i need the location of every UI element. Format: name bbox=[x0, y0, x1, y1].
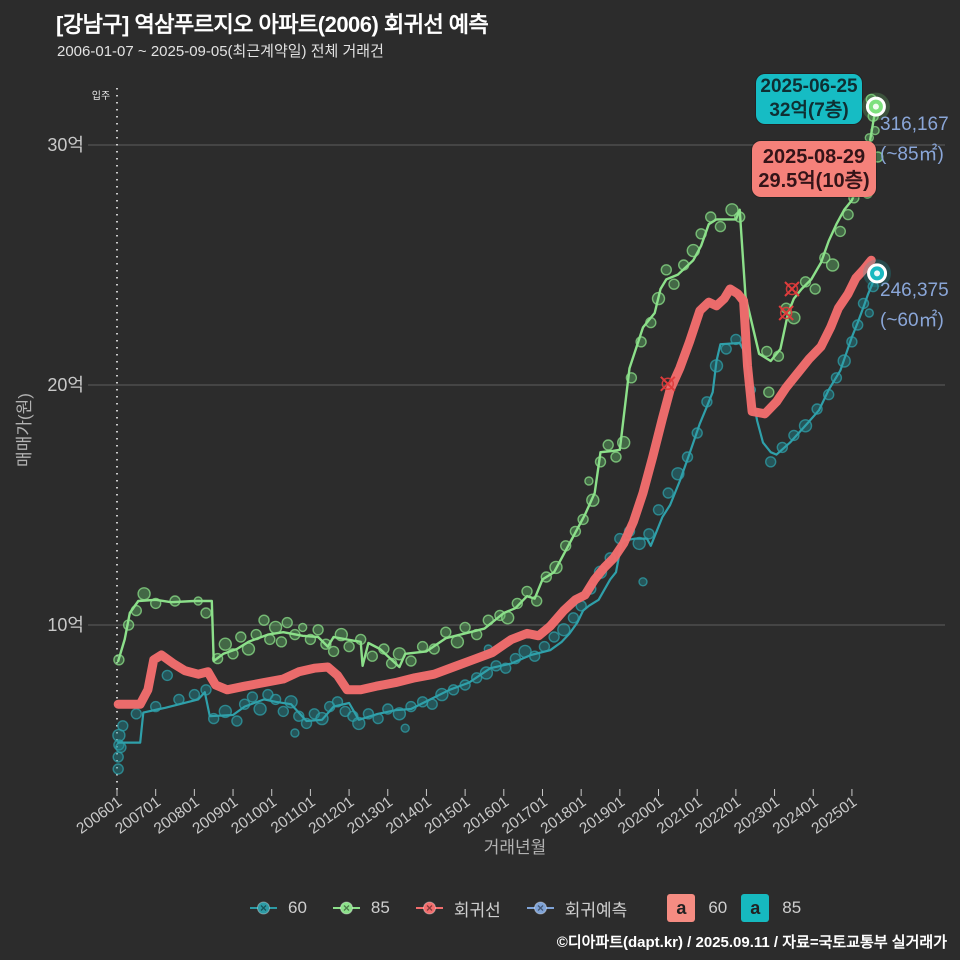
regression-markers bbox=[660, 281, 800, 392]
legend-chip-item-a60[interactable]: a 60 bbox=[667, 894, 727, 922]
prediction-60-value: 246,375 bbox=[880, 280, 949, 301]
legend-marker-85-icon bbox=[332, 901, 360, 915]
legend-item-85[interactable]: 85 bbox=[332, 898, 390, 918]
legend: 60 85 회귀선 회귀예측 a 60 a 85 bbox=[250, 893, 801, 923]
legend-chip-a85[interactable]: a bbox=[741, 894, 770, 922]
legend-label-regression: 회귀선 bbox=[453, 900, 501, 920]
legend-chip-item-a85[interactable]: a 85 bbox=[741, 894, 801, 922]
gridlines: 30억 20억 10억 매매가(원) bbox=[15, 135, 945, 635]
prediction-85-area: (~85㎡) bbox=[880, 144, 944, 165]
y-tick-label: 10억 bbox=[47, 615, 84, 635]
page-subtitle: 2006-01-07 ~ 2025-09-05(최근계약일) 전체 거래건 bbox=[57, 43, 384, 60]
legend-item-regression[interactable]: 회귀선 bbox=[415, 896, 501, 921]
legend-marker-regression-icon bbox=[415, 901, 443, 915]
legend-label-85: 85 bbox=[370, 898, 390, 917]
legend-chip-label-a85: 85 bbox=[782, 898, 802, 917]
y-tick-label: 30억 bbox=[47, 135, 84, 155]
y-axis-title: 매매가(원) bbox=[15, 393, 34, 467]
y-tick-label: 20억 bbox=[47, 375, 84, 395]
annotation-deal-85: 2025-06-25 32억(7층) bbox=[756, 74, 862, 124]
annotation-deal-85-date: 2025-06-25 bbox=[760, 76, 858, 97]
legend-marker-60-icon bbox=[250, 901, 277, 915]
legend-chip-label-a60: 60 bbox=[708, 898, 728, 917]
legend-label-60: 60 bbox=[288, 898, 307, 917]
prediction-label-85: 316,167 (~85㎡) bbox=[880, 110, 949, 170]
footer-credit: ©디아파트(dapt.kr) / 2025.09.11 / 자료=국토교통부 실… bbox=[556, 934, 947, 951]
legend-label-prediction: 회귀예측 bbox=[564, 900, 628, 920]
annotation-deal-60-price: 29.5억(10층) bbox=[758, 170, 870, 192]
annotation-deal-60-date: 2025-08-29 bbox=[762, 146, 866, 168]
prediction-label-60: 246,375 (~60㎡) bbox=[880, 276, 949, 336]
regression-line bbox=[113, 255, 876, 709]
move-in-line: 입주 bbox=[92, 88, 118, 790]
prediction-endpoint-85[interactable] bbox=[861, 92, 890, 121]
page-title: [강남구] 역삼푸르지오 아파트(2006) 회귀선 예측 bbox=[56, 12, 489, 37]
annotation-deal-85-price: 32억(7층) bbox=[769, 100, 849, 121]
prediction-endpoint-60[interactable] bbox=[863, 259, 892, 288]
legend-chip-a60[interactable]: a bbox=[667, 894, 696, 922]
x-axis-title: 거래년월 bbox=[484, 838, 547, 857]
legend-marker-prediction-icon bbox=[526, 901, 554, 915]
prediction-60-area: (~60㎡) bbox=[880, 310, 944, 331]
prediction-85-value: 316,167 bbox=[880, 114, 949, 135]
x-axis: 2006012007012008012009012010012011012012… bbox=[74, 789, 860, 857]
legend-item-60[interactable]: 60 bbox=[250, 898, 307, 918]
legend-item-prediction[interactable]: 회귀예측 bbox=[526, 896, 628, 921]
line-60 bbox=[117, 272, 879, 744]
annotation-deal-60: 2025-08-29 29.5억(10층) bbox=[752, 141, 876, 197]
move-in-label: 입주 bbox=[92, 89, 110, 102]
